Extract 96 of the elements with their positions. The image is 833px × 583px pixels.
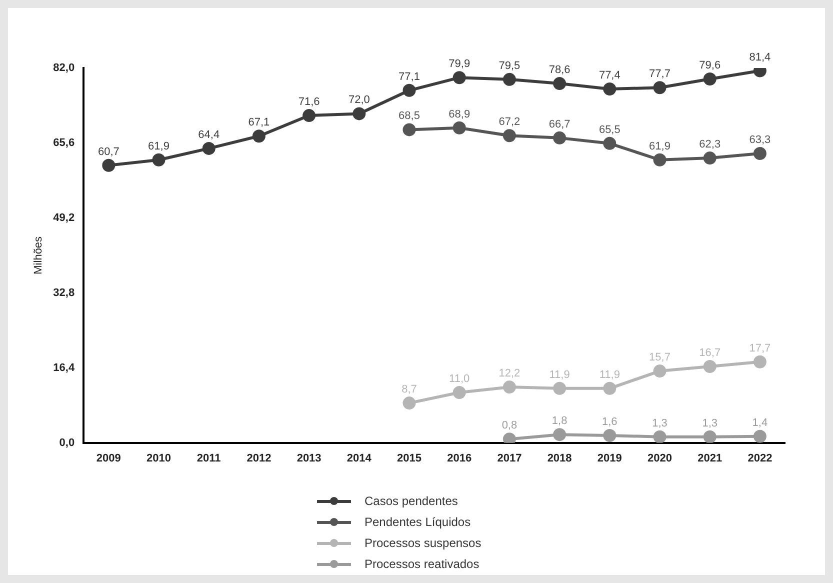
data-label: 78,6 — [548, 64, 570, 76]
point — [452, 121, 466, 134]
point — [502, 432, 516, 443]
legend-label: Casos pendentes — [364, 494, 458, 508]
point — [502, 380, 516, 394]
data-label: 65,5 — [598, 124, 620, 136]
point — [402, 84, 416, 97]
point — [603, 382, 616, 395]
y-tick-label: 16,4 — [53, 362, 76, 374]
data-label: 68,9 — [448, 108, 470, 120]
x-tick-label: 2022 — [748, 452, 772, 464]
x-tick-label: 2012 — [246, 452, 272, 464]
point — [653, 364, 666, 378]
point — [352, 107, 366, 120]
point — [603, 82, 616, 96]
point — [703, 152, 716, 165]
data-label: 66,7 — [548, 118, 570, 130]
data-label: 16,7 — [699, 347, 721, 359]
point — [452, 386, 466, 400]
y-tick-label: 49,2 — [53, 212, 75, 224]
data-label: 8,7 — [402, 384, 417, 396]
point — [252, 130, 266, 143]
y-tick-label: 32,8 — [53, 286, 75, 299]
data-label: 60,7 — [98, 146, 120, 158]
point — [102, 158, 116, 172]
point — [202, 142, 216, 155]
point — [753, 146, 766, 160]
y-tick-label: 65,6 — [53, 136, 75, 149]
data-label: 17,7 — [749, 342, 771, 354]
data-label: 77,1 — [398, 70, 420, 83]
data-label: 68,5 — [398, 110, 420, 122]
data-label: 11,9 — [599, 368, 620, 381]
data-label: 67,2 — [498, 116, 520, 128]
x-tick-label: 2014 — [346, 452, 372, 464]
point — [402, 123, 416, 136]
data-label: 11,0 — [449, 373, 470, 386]
legend-label: Pendentes Líquidos — [364, 514, 471, 528]
data-label: 71,6 — [298, 96, 320, 108]
x-tick-label: 2020 — [648, 452, 672, 464]
point — [553, 77, 566, 90]
point — [402, 396, 416, 410]
point — [502, 72, 516, 86]
point — [553, 382, 566, 395]
data-label: 79,9 — [448, 58, 470, 70]
point — [553, 131, 566, 144]
x-tick-label: 2011 — [196, 452, 221, 464]
y-axis-title: Milhões — [32, 236, 45, 274]
data-label: 79,6 — [699, 60, 721, 72]
data-label: 61,9 — [649, 140, 670, 152]
point — [302, 109, 316, 122]
x-tick-label: 2015 — [397, 452, 422, 464]
data-label: 11,9 — [549, 368, 570, 381]
data-label: 63,3 — [749, 134, 771, 146]
data-label: 81,4 — [749, 51, 771, 64]
x-tick-label: 2017 — [497, 452, 522, 464]
x-tick-label: 2018 — [547, 452, 572, 464]
legend-label: Processos reativados — [364, 556, 480, 570]
point — [452, 71, 466, 84]
data-label: 77,7 — [649, 68, 670, 80]
point — [703, 72, 716, 86]
point — [753, 430, 766, 443]
data-label: 61,9 — [148, 140, 170, 152]
point — [603, 428, 616, 442]
data-label: 67,1 — [248, 116, 270, 129]
data-label: 1,6 — [602, 416, 618, 428]
legend-label: Processos suspensos — [364, 536, 482, 550]
x-tick-label: 2013 — [296, 452, 322, 464]
data-label: 1,3 — [652, 417, 668, 430]
data-label: 72,0 — [348, 94, 370, 106]
point — [753, 355, 766, 368]
x-tick-label: 2016 — [447, 452, 472, 464]
data-label: 15,7 — [649, 352, 670, 364]
point — [603, 136, 616, 150]
point — [653, 153, 666, 166]
data-label: 79,5 — [498, 60, 520, 72]
point — [703, 360, 716, 373]
x-tick-label: 2010 — [146, 452, 171, 464]
x-tick-label: 2009 — [96, 452, 121, 464]
y-tick-label: 82,0 — [53, 62, 75, 74]
data-label: 12,2 — [498, 368, 520, 380]
data-label: 0,8 — [502, 420, 518, 432]
point — [553, 428, 566, 442]
data-label: 1,3 — [702, 417, 718, 430]
data-label: 77,4 — [598, 70, 620, 82]
x-tick-label: 2021 — [698, 452, 722, 464]
data-label: 1,4 — [752, 416, 768, 429]
y-tick-label: 0,0 — [59, 436, 75, 449]
data-label: 62,3 — [699, 138, 721, 151]
x-tick-label: 2019 — [597, 452, 622, 464]
point — [502, 129, 516, 142]
data-label: 64,4 — [198, 128, 220, 141]
point — [152, 153, 166, 166]
data-label: 1,8 — [552, 415, 568, 428]
point — [653, 430, 666, 443]
point — [703, 430, 716, 443]
point — [653, 81, 666, 94]
